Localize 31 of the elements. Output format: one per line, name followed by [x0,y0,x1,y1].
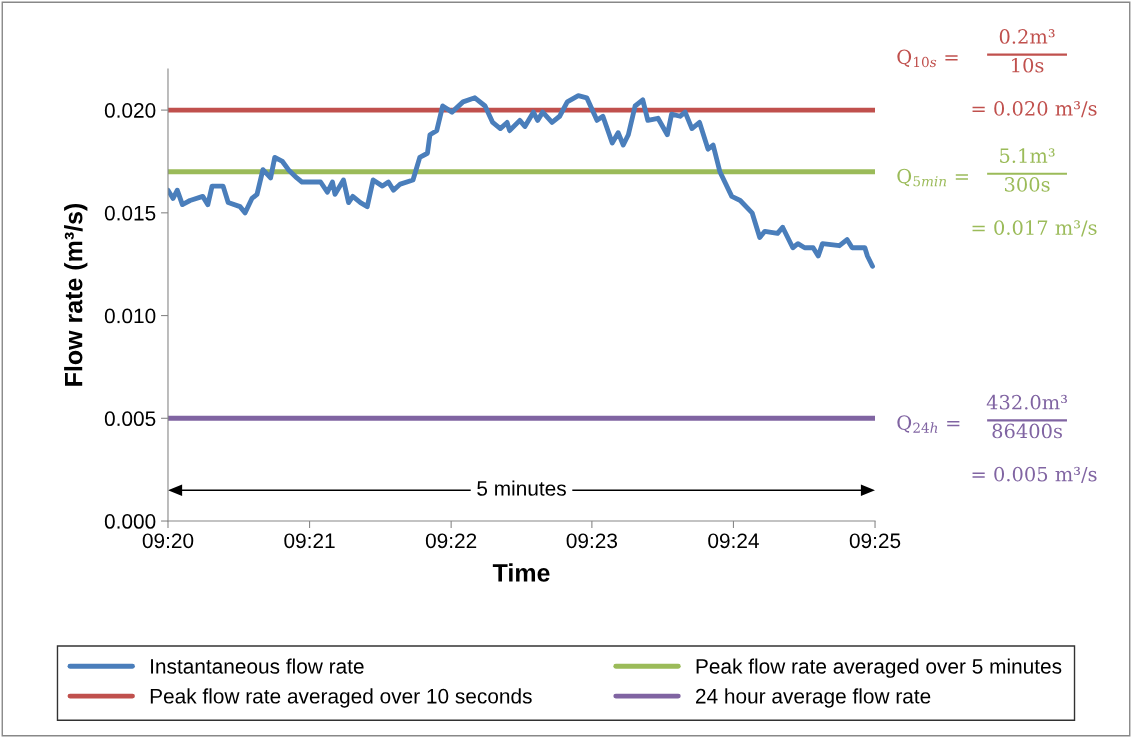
x-axis-title: Time [492,563,550,582]
y-tick-label: 0.015 [104,205,156,221]
y-tick-label: 0.000 [104,514,156,529]
annotation: 5 minutes [477,480,566,496]
x-tick-label: 09:22 [425,533,477,549]
y-axis-title: Flow rate (m³/s) [64,203,88,386]
x-tick-label: 09:20 [142,533,194,549]
text: Q$_{5min}$ = [897,168,968,187]
text: 432.0m³ [986,394,1068,410]
text: 300s [1004,177,1050,192]
text: = 0.017 m³/s [972,220,1097,237]
legend-label: Peak flow rate averaged over 5 minutes [696,658,1062,678]
text: = 0.005 m³/s [972,466,1097,483]
text: 86400s [992,423,1062,439]
text: 10s [1012,57,1044,73]
x-tick-label: 09:24 [708,533,759,549]
text: Q$_{24h}$ = [897,415,960,433]
text: = 0.020 m³/s [972,101,1097,118]
legend-label: Instantaneous flow rate [151,658,364,674]
y-tick-label: 0.020 [104,103,156,118]
x-tick-label: 09:25 [849,533,901,549]
legend-label: 24 hour average flow rate [696,688,931,708]
text: 0.2m³ [999,29,1055,44]
text: 5.1m³ [1000,148,1055,163]
line-series [167,93,875,269]
x-tick-label: 09:23 [566,533,618,549]
text: Q$_{10s}$ = [897,49,958,68]
legend-label: Peak flow rate averaged over 10 seconds [150,688,532,708]
y-tick-label: 0.010 [104,308,156,324]
x-tick-label: 09:21 [284,533,335,549]
y-tick-label: 0.005 [104,411,156,427]
